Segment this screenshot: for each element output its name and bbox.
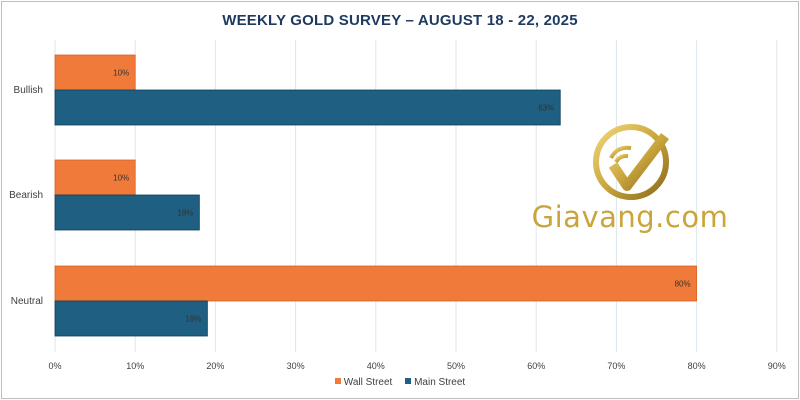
legend-label-wall-street: Wall Street	[343, 377, 393, 388]
x-tick-label: 20%	[206, 361, 224, 371]
legend-swatch-wall-street	[334, 378, 341, 385]
x-tick-label: 40%	[367, 361, 385, 371]
x-tick-label: 90%	[768, 361, 786, 371]
category-label: Bearish	[9, 190, 43, 201]
x-tick-labels: 0% 10% 20% 30% 40% 50% 60% 70% 80% 90%	[48, 361, 785, 371]
watermark-logo: Giavang.com	[515, 120, 745, 245]
chart-title: WEEKLY GOLD SURVEY – AUGUST 18 - 22, 202…	[222, 12, 578, 29]
category-label: Bullish	[14, 85, 43, 96]
x-tick-label: 60%	[527, 361, 545, 371]
data-label: 10%	[113, 69, 129, 78]
data-label: 80%	[675, 280, 691, 289]
bar-wall-street	[54, 265, 697, 302]
x-tick-label: 70%	[607, 361, 625, 371]
legend-item-wall-street: Wall Street	[334, 377, 393, 388]
data-label: 18%	[177, 209, 193, 218]
data-label: 63%	[538, 104, 554, 113]
bar-main-street	[54, 194, 200, 231]
data-labels: 10% 63% 10% 18% 80% 19%	[113, 69, 690, 324]
category-label: Neutral	[11, 296, 43, 307]
bar-main-street	[54, 300, 208, 337]
x-tick-label: 0%	[48, 361, 61, 371]
data-label: 19%	[185, 315, 201, 324]
category-labels: Bullish Bearish Neutral	[9, 85, 43, 307]
x-tick-label: 30%	[287, 361, 305, 371]
legend-swatch-main-street	[405, 378, 412, 385]
x-tick-label: 50%	[447, 361, 465, 371]
gold-check-circle-icon	[593, 124, 669, 200]
x-tick-label: 10%	[126, 361, 144, 371]
bar-wall-street	[54, 159, 136, 196]
bar-main-street	[54, 89, 561, 126]
data-label: 10%	[113, 174, 129, 183]
legend-item-main-street: Main Street	[405, 377, 465, 388]
watermark-text: Giavang.com	[531, 200, 729, 234]
legend: Wall Street Main Street	[0, 377, 800, 388]
bars	[54, 54, 697, 337]
legend-label-main-street: Main Street	[414, 377, 466, 388]
x-tick-label: 80%	[688, 361, 706, 371]
